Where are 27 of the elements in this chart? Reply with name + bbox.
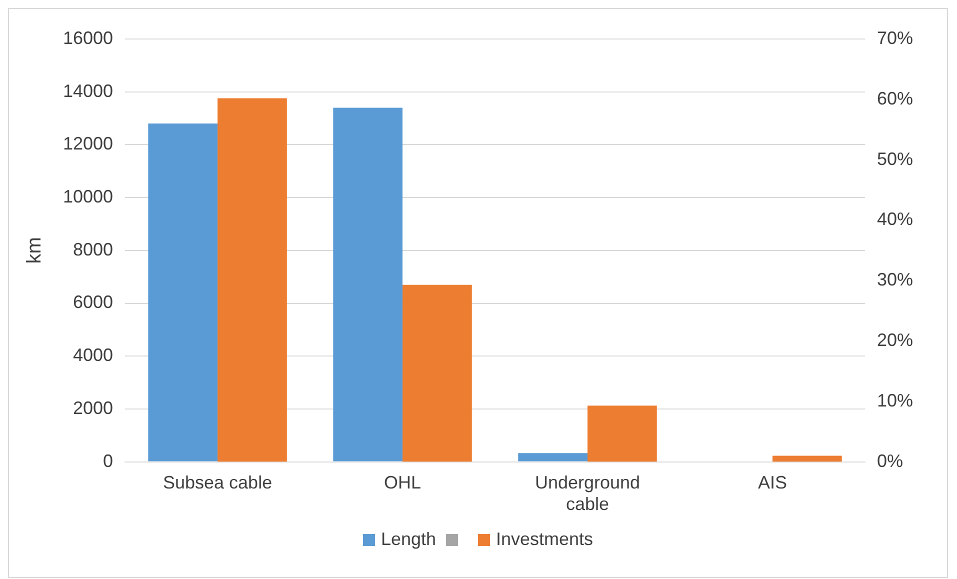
y-tick-label: 8000 [73,239,114,260]
y-tick-label: 14000 [62,80,114,101]
y2-tick-label: 50% [876,148,914,169]
x-tick-label: OHL [384,472,422,493]
y2-tick-label: 60% [876,88,914,108]
y2-tick-label: 20% [876,330,914,350]
y2-tick-label: 40% [876,209,914,230]
y-tick-label: 0 [103,450,114,471]
y-tick-label: 10000 [62,186,114,207]
y-tick-label: 16000 [62,28,114,48]
legend-label: Length [380,529,436,550]
y-tick-label: 4000 [73,345,114,366]
bar [588,406,657,462]
y-axis-title: km [24,237,46,264]
y-tick-label: 12000 [62,134,114,154]
y2-tick-label: 70% [876,28,914,48]
legend-label: Investments [496,529,594,550]
bar [518,453,588,462]
x-tick-label: Subsea cable [162,472,272,493]
y-tick-label: 2000 [73,398,114,418]
x-tick-label: AIS [758,472,787,493]
y2-tick-label: 0% [876,450,903,471]
bar [772,456,842,462]
x-tick-label: Underground cable [534,472,640,514]
y-tick-label: 6000 [73,292,114,312]
y2-tick-label: 10% [876,390,914,410]
y2-tick-label: 30% [876,270,914,290]
